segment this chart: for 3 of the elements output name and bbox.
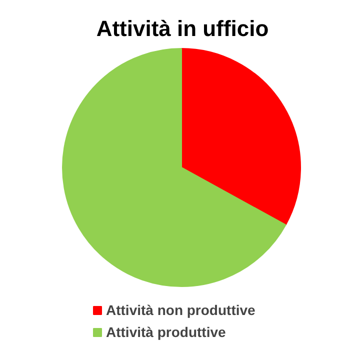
legend-label: Attività produttive [106, 324, 226, 340]
legend-label: Attività non produttive [106, 302, 256, 318]
chart-title: Attività in ufficio [96, 16, 269, 41]
